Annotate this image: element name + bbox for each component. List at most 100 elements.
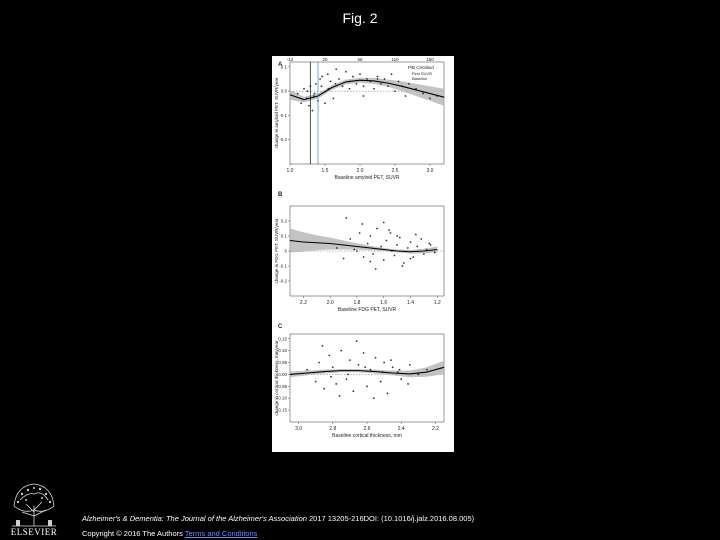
x-tick-label: 3.0 xyxy=(427,168,434,174)
data-point xyxy=(335,383,338,385)
data-point xyxy=(376,75,379,78)
data-point xyxy=(296,92,299,95)
plot-frame xyxy=(289,61,445,165)
data-point xyxy=(417,373,420,376)
confidence-band xyxy=(290,360,444,378)
data-point xyxy=(396,371,399,373)
data-point xyxy=(416,245,419,248)
citation-details: 2017 13205-216DOI: (10.1016/j.jalz.2016.… xyxy=(306,514,475,523)
y-tick-label: 0 xyxy=(284,249,287,254)
data-point xyxy=(357,364,360,366)
data-point xyxy=(364,366,367,369)
data-point xyxy=(314,380,317,383)
x-tick-label: 2.4 xyxy=(398,426,405,432)
legend-title: PiB Centiloid xyxy=(408,65,434,70)
data-point xyxy=(396,244,399,246)
top-axis-tick-label: -12 xyxy=(287,57,294,62)
data-point xyxy=(331,366,334,369)
data-point xyxy=(397,80,400,83)
data-point xyxy=(382,221,385,224)
y-tick-label: -0.10 xyxy=(277,396,288,401)
legend-item: Baseline xyxy=(412,76,428,81)
data-point xyxy=(402,262,405,264)
data-point xyxy=(323,387,326,390)
data-point xyxy=(429,97,431,100)
x-tick-label: 1.6 xyxy=(380,300,387,306)
data-point xyxy=(388,229,390,231)
journal-name: Alzheimer's & Dementia: The Journal of t… xyxy=(82,514,307,523)
y-tick-label: 0.2 xyxy=(281,219,288,224)
data-point xyxy=(347,373,350,376)
data-point xyxy=(382,259,385,261)
data-point xyxy=(342,257,345,260)
data-point xyxy=(398,236,401,239)
data-point xyxy=(303,87,305,90)
data-point xyxy=(374,356,377,359)
copyright-text: Copyright © 2016 The Authors xyxy=(82,529,183,538)
data-point xyxy=(396,235,399,237)
confidence-band xyxy=(290,77,444,106)
data-point xyxy=(321,75,324,78)
data-point xyxy=(409,241,412,243)
y-tick-label: 0.0 xyxy=(281,89,288,94)
data-point xyxy=(369,260,372,263)
data-point xyxy=(425,248,428,251)
x-tick-label: 2.6 xyxy=(364,426,371,432)
data-point xyxy=(389,232,392,234)
plot-frame xyxy=(289,333,445,423)
data-point xyxy=(308,104,310,107)
data-point xyxy=(366,78,368,80)
data-point xyxy=(401,265,404,267)
chart-svg: A 1.0 1.5 2.0 2.5 3.0 0.1 0.0 -0.1 -0.2 -12 20 68 110… xyxy=(274,57,445,439)
x-tick-label: 2.2 xyxy=(300,300,307,306)
data-point xyxy=(408,82,410,85)
data-point xyxy=(366,385,368,388)
data-point xyxy=(415,87,417,90)
data-point xyxy=(428,242,431,245)
data-point xyxy=(380,82,382,85)
y-tick-label: 0.05 xyxy=(278,360,287,365)
data-point xyxy=(334,82,337,85)
data-point xyxy=(390,73,393,76)
y-axis-label: change in FDG PET, SUVR/year xyxy=(274,218,279,283)
data-point xyxy=(345,70,347,73)
data-point xyxy=(433,251,436,254)
data-point xyxy=(412,256,415,258)
data-point xyxy=(383,361,386,364)
data-point xyxy=(362,352,365,354)
top-axis-tick-label: 68 xyxy=(357,57,363,62)
data-point xyxy=(329,80,332,83)
x-axis-label: Baseline amyloid PET, SUVR xyxy=(334,175,399,181)
data-point xyxy=(376,227,378,230)
y-tick-label: 0.15 xyxy=(278,336,287,341)
data-point xyxy=(324,102,326,105)
data-point xyxy=(409,257,412,260)
data-point xyxy=(358,232,361,234)
data-point xyxy=(393,254,396,257)
data-point xyxy=(420,238,423,240)
data-point xyxy=(376,78,379,80)
y-tick-label: -0.2 xyxy=(279,279,287,284)
x-tick-label: 1.4 xyxy=(407,300,414,306)
y-tick-label: -0.1 xyxy=(279,113,287,118)
data-point xyxy=(386,392,389,395)
data-point xyxy=(345,217,348,219)
x-tick-label: 1.8 xyxy=(353,300,360,306)
y-tick-label: 0.1 xyxy=(281,64,288,69)
x-axis-label: Baseline cortical thickness, mm xyxy=(332,433,402,439)
data-point xyxy=(359,73,361,76)
data-point xyxy=(404,95,407,97)
data-point xyxy=(330,375,332,378)
data-point xyxy=(349,238,352,240)
data-point xyxy=(306,90,309,93)
data-point xyxy=(408,364,411,366)
data-point xyxy=(380,245,382,248)
data-point xyxy=(356,250,358,252)
data-point xyxy=(407,383,409,385)
panel-label: B xyxy=(278,192,283,198)
data-point xyxy=(406,247,409,249)
x-tick-label: 1.0 xyxy=(287,168,294,174)
terms-link[interactable]: Terms and Conditions xyxy=(184,529,258,538)
y-tick-label: 0.00 xyxy=(278,372,287,377)
top-axis-tick-label: 150 xyxy=(426,57,434,62)
